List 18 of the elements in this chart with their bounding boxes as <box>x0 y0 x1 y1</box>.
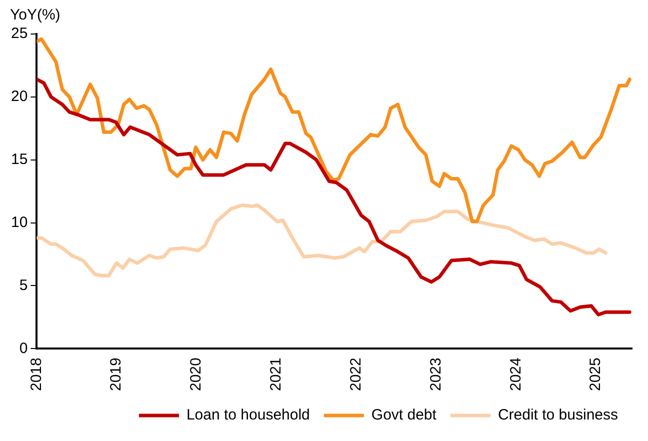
x-tick-label: 2022 <box>347 358 364 392</box>
y-tick-label: 25 <box>10 25 28 42</box>
x-tick-label: 2020 <box>188 358 205 392</box>
x-tick-label: 2019 <box>108 358 125 392</box>
y-tick-label: 10 <box>10 214 28 231</box>
y-tick-label: 5 <box>19 276 28 294</box>
x-tick-label: 2018 <box>28 358 45 392</box>
x-tick-label: 2023 <box>427 358 444 392</box>
legend-label: Govt debt <box>371 406 438 424</box>
x-tick-label: 2024 <box>507 358 524 392</box>
y-tick-label: 20 <box>10 88 28 106</box>
legend-label: Loan to household <box>186 406 310 424</box>
legend-label: Credit to business <box>498 406 618 424</box>
x-tick-label: 2025 <box>587 358 604 392</box>
y-axis-title: YoY(%) <box>10 6 60 24</box>
x-tick-label: 2021 <box>268 358 285 392</box>
y-tick-label: 15 <box>10 150 28 168</box>
y-tick-label: 0 <box>19 340 28 357</box>
